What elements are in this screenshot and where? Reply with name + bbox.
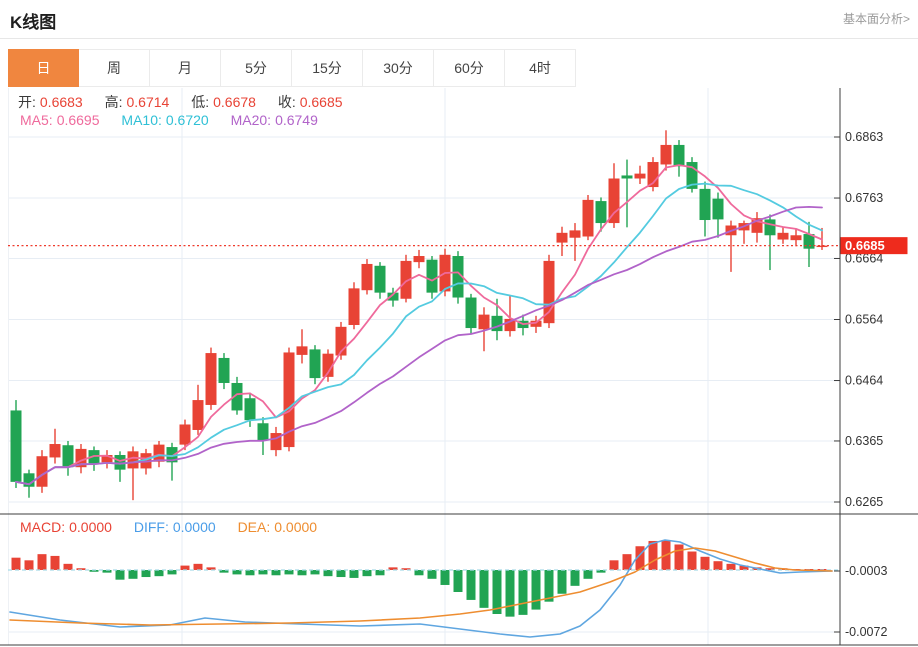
ma10-value: 0.6720 — [165, 112, 209, 128]
svg-text:0.6763: 0.6763 — [845, 191, 883, 205]
tab-week[interactable]: 周 — [79, 49, 150, 87]
ma5-label: MA5: — [20, 112, 53, 128]
ma-legend: MA5: 0.6695 MA10: 0.6720 MA20: 0.6749 — [20, 112, 322, 128]
ohlc-legend: 开: 0.6683 高: 0.6714 低: 0.6678 收: 0.6685 — [18, 92, 347, 112]
header: K线图 基本面分析> — [0, 0, 918, 39]
open-label: 开: — [18, 94, 36, 110]
open-value: 0.6683 — [39, 94, 83, 110]
period-tabs: 日 周 月 5分 15分 30分 60分 4时 — [8, 49, 576, 87]
macd-value: 0.0000 — [69, 519, 112, 535]
dea-value: 0.0000 — [274, 519, 318, 535]
high-value: 0.6714 — [126, 94, 170, 110]
ma5-value: 0.6695 — [56, 112, 100, 128]
ma10-label: MA10: — [121, 112, 162, 128]
svg-text:0.6863: 0.6863 — [845, 130, 883, 144]
svg-text:-0.0003: -0.0003 — [845, 564, 887, 578]
tab-day[interactable]: 日 — [8, 49, 79, 87]
svg-text:-0.0072: -0.0072 — [845, 625, 887, 639]
close-value: 0.6685 — [299, 94, 343, 110]
macd-label: MACD: — [20, 519, 66, 535]
tab-15min[interactable]: 15分 — [292, 49, 363, 87]
diff-value: 0.0000 — [172, 519, 216, 535]
dea-label: DEA: — [237, 519, 271, 535]
svg-text:0.6464: 0.6464 — [845, 374, 883, 388]
low-label: 低: — [191, 94, 210, 110]
high-label: 高: — [104, 94, 123, 110]
svg-text:0.6664: 0.6664 — [845, 251, 883, 265]
svg-text:0.6685: 0.6685 — [845, 238, 885, 253]
low-value: 0.6678 — [213, 94, 256, 110]
tab-month[interactable]: 月 — [150, 49, 221, 87]
macd-legend: MACD: 0.0000 DIFF: 0.0000 DEA: 0.0000 — [20, 519, 321, 535]
close-label: 收: — [277, 94, 296, 110]
ma20-value: 0.6749 — [275, 112, 318, 128]
svg-text:0.6365: 0.6365 — [845, 434, 883, 448]
tab-30min[interactable]: 30分 — [363, 49, 434, 87]
diff-label: DIFF: — [133, 519, 169, 535]
tab-5min[interactable]: 5分 — [221, 49, 292, 87]
ma20-label: MA20: — [230, 112, 272, 128]
tab-60min[interactable]: 60分 — [434, 49, 505, 87]
fundamental-analysis-link[interactable]: 基本面分析> — [842, 12, 910, 26]
svg-text:0.6265: 0.6265 — [845, 495, 883, 509]
tab-4hour[interactable]: 4时 — [505, 49, 576, 87]
svg-text:0.6564: 0.6564 — [845, 313, 883, 327]
page-title: K线图 — [10, 13, 57, 32]
